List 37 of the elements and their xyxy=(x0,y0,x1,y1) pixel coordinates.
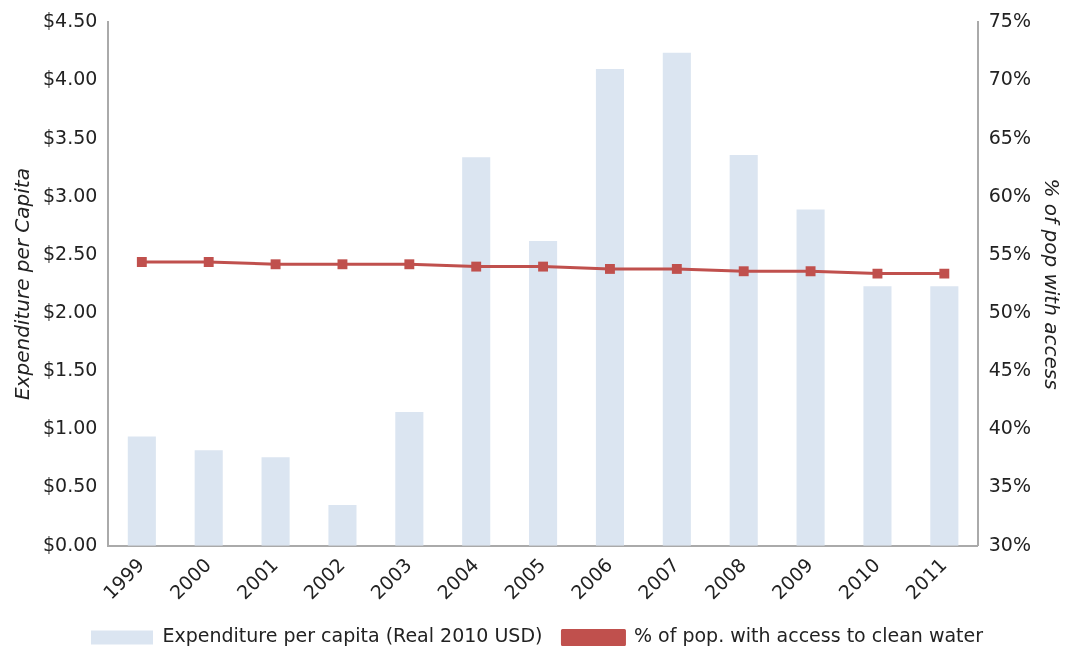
y-tick-label: $3.00 xyxy=(42,183,98,206)
bar xyxy=(729,154,758,546)
y-axis-title: Expenditure per Capita xyxy=(10,168,35,401)
y2-tick-label: 65% xyxy=(988,125,1031,148)
y2-tick-label: 40% xyxy=(988,416,1031,439)
bar xyxy=(529,241,558,546)
y2-tick-label: 60% xyxy=(988,183,1031,206)
bar xyxy=(328,504,357,546)
bar xyxy=(395,411,424,546)
bar xyxy=(796,209,825,546)
bar xyxy=(930,286,959,546)
legend-label: Expenditure per capita (Real 2010 USD) xyxy=(162,624,543,647)
y-tick-label: $0.00 xyxy=(42,532,98,555)
y-tick-label: $4.00 xyxy=(42,67,98,90)
bar xyxy=(462,157,491,546)
bar xyxy=(863,286,892,546)
y2-tick-label: 45% xyxy=(988,358,1031,381)
y2-tick-label: 70% xyxy=(988,67,1031,90)
y2-axis-title: % of pop with access xyxy=(1039,178,1064,390)
bar xyxy=(194,450,223,546)
y-tick-label: $2.50 xyxy=(42,241,98,264)
bar xyxy=(261,457,290,546)
bar xyxy=(595,68,624,546)
bar xyxy=(127,436,156,546)
y-tick-label: $1.00 xyxy=(42,416,98,439)
y2-tick-label: 75% xyxy=(988,9,1031,32)
y-tick-label: $3.50 xyxy=(42,125,98,148)
y-tick-label: $0.50 xyxy=(42,474,98,497)
y2-tick-label: 55% xyxy=(988,241,1031,264)
y-tick-label: $4.50 xyxy=(42,9,98,32)
y2-tick-label: 50% xyxy=(988,300,1031,323)
y-tick-label: $2.00 xyxy=(42,300,98,323)
y2-tick-label: 30% xyxy=(988,532,1031,555)
y2-tick-label: 35% xyxy=(988,474,1031,497)
legend-label: % of pop. with access to clean water xyxy=(633,624,984,647)
y-tick-label: $1.50 xyxy=(42,358,98,381)
bar xyxy=(662,52,691,546)
